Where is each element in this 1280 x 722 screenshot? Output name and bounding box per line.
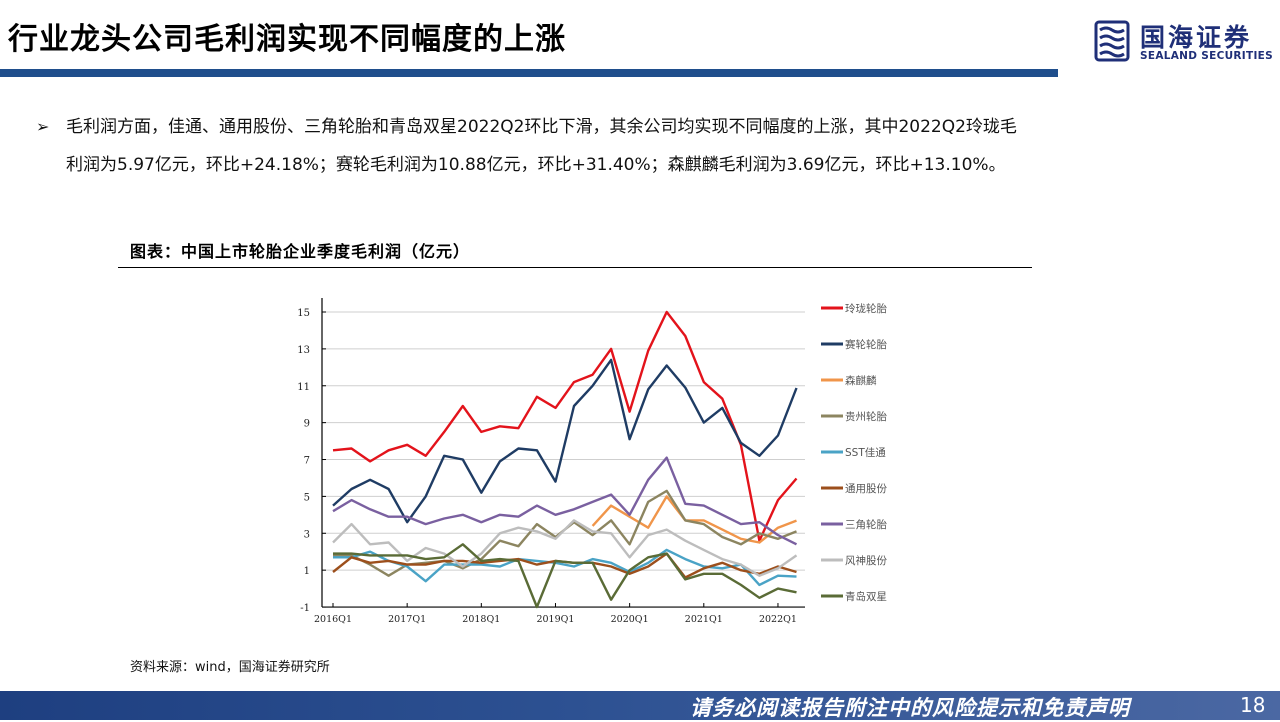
bullet-arrow-icon: ➢ bbox=[36, 117, 50, 136]
footer-bar: 请务必阅读报告附注中的风险提示和免责声明 18 bbox=[0, 691, 1280, 720]
chart-title: 图表：中国上市轮胎企业季度毛利润（亿元） bbox=[130, 242, 471, 261]
y-tick-label: 1 bbox=[304, 566, 310, 577]
y-tick-label: 13 bbox=[297, 345, 310, 356]
bullet-line-2: 利润为5.97亿元，环比+24.18%；赛轮毛利润为10.88亿元，环比+31.… bbox=[66, 155, 1006, 175]
logo-english-name: SEALAND SECURITIES bbox=[1140, 50, 1273, 62]
y-tick-label: 5 bbox=[304, 492, 310, 503]
series-line bbox=[332, 519, 798, 577]
x-tick-label: 2022Q1 bbox=[759, 614, 797, 625]
legend-label: 玲珑轮胎 bbox=[845, 302, 887, 315]
logo-chinese-name: 国海证券 bbox=[1140, 23, 1253, 52]
page-title: 行业龙头公司毛利润实现不同幅度的上涨 bbox=[8, 22, 566, 57]
y-tick-label: 15 bbox=[297, 308, 310, 319]
series-line bbox=[332, 456, 798, 546]
title-underline-bar bbox=[0, 69, 1058, 77]
y-tick-label: 11 bbox=[297, 382, 310, 393]
series-line bbox=[332, 358, 798, 524]
line-chart: -1 1 3 5 7 9 11 13 15 2016Q1 2017Q1 2018Q1 2019Q1 202… bbox=[280, 290, 940, 635]
x-tick-label: 2018Q1 bbox=[462, 614, 500, 625]
x-tick-label: 2020Q1 bbox=[611, 614, 649, 625]
y-tick-label: -1 bbox=[300, 603, 310, 614]
legend-label: 赛轮轮胎 bbox=[845, 338, 887, 351]
legend-label: 青岛双星 bbox=[845, 590, 887, 603]
x-tick-label: 2019Q1 bbox=[536, 614, 574, 625]
series-line bbox=[591, 495, 797, 544]
x-tick-label: 2017Q1 bbox=[388, 614, 426, 625]
legend-label: 贵州轮胎 bbox=[845, 410, 887, 423]
sealand-wave-icon bbox=[1094, 20, 1130, 62]
y-tick-label: 3 bbox=[304, 529, 310, 540]
series-line bbox=[333, 548, 797, 587]
company-logo: 国海证券 SEALAND SECURITIES bbox=[1094, 18, 1274, 66]
legend-label: 森麒麟 bbox=[845, 374, 877, 387]
legend-label: 三角轮胎 bbox=[845, 518, 887, 531]
y-tick-label: 7 bbox=[304, 456, 310, 467]
disclaimer-text: 请务必阅读报告附注中的风险提示和免责声明 bbox=[690, 696, 1130, 720]
series-line bbox=[333, 543, 797, 609]
bullet-line-1: 毛利润方面，佳通、通用股份、三角轮胎和青岛双星2022Q2环比下滑，其余公司均实… bbox=[66, 117, 1017, 137]
source-note: 资料来源：wind，国海证券研究所 bbox=[130, 660, 330, 675]
legend-label: SST佳通 bbox=[845, 446, 886, 459]
series-line bbox=[332, 310, 798, 542]
page-number: 18 bbox=[1240, 693, 1266, 717]
y-tick-label: 9 bbox=[304, 419, 310, 430]
legend-label: 通用股份 bbox=[845, 483, 887, 495]
legend-label: 风神股份 bbox=[845, 554, 887, 567]
x-tick-label: 2021Q1 bbox=[685, 614, 723, 625]
chart-title-divider bbox=[118, 267, 1032, 268]
x-tick-label: 2016Q1 bbox=[314, 614, 352, 625]
